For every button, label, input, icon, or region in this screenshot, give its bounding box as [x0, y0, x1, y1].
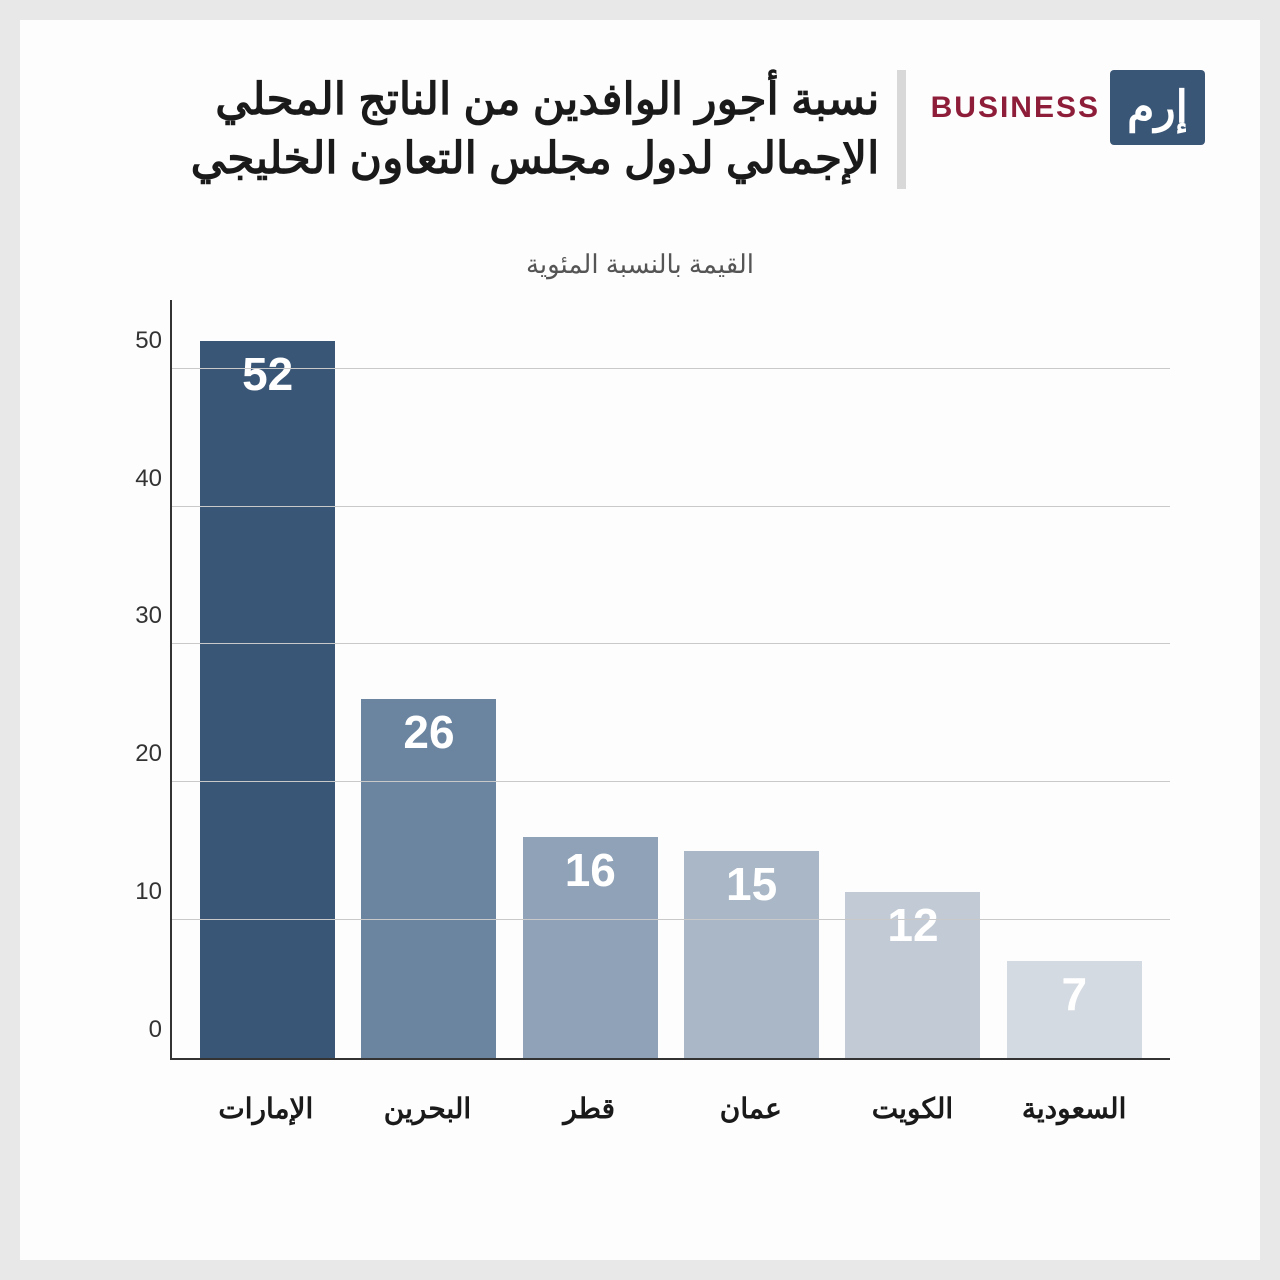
x-axis-labels: الإمارات البحرين قطر عمان الكويت السعودية [170, 1092, 1170, 1125]
grid-line [172, 643, 1170, 644]
bar: 26 [361, 699, 496, 1057]
x-axis-label: قطر [522, 1092, 657, 1125]
chart-subtitle: القيمة بالنسبة المئوية [75, 249, 1205, 280]
bars-container: 52 26 16 15 12 7 [172, 300, 1170, 1058]
bar: 12 [845, 892, 980, 1057]
plot-area: 52261615127 01020304050 [170, 300, 1170, 1060]
x-axis-label: البحرين [360, 1092, 495, 1125]
y-tick-label: 20 [117, 740, 162, 768]
y-tick-label: 30 [117, 602, 162, 630]
bar: 15 [684, 851, 819, 1058]
bar-value-label: 26 [361, 705, 496, 759]
bar: 7 [1007, 961, 1142, 1057]
title-block: نسبة أجور الوافدين من الناتج المحلي الإج… [75, 70, 906, 189]
grid-line [172, 368, 1170, 369]
grid-line [172, 919, 1170, 920]
chart-title: نسبة أجور الوافدين من الناتج المحلي الإج… [75, 70, 879, 189]
bar-value-label: 12 [845, 898, 980, 952]
y-tick-label: 40 [117, 465, 162, 493]
bar-value-label: 15 [684, 857, 819, 911]
y-tick-label: 50 [117, 327, 162, 355]
logo-business-text: BUSINESS [931, 91, 1100, 125]
bar: 52 [200, 341, 335, 1058]
y-tick-label: 10 [117, 878, 162, 906]
header: إرم BUSINESS نسبة أجور الوافدين من النات… [75, 70, 1205, 189]
brand-logo: إرم BUSINESS [931, 70, 1205, 145]
x-axis-label: السعودية [1007, 1092, 1142, 1125]
x-axis-label: الكويت [845, 1092, 980, 1125]
grid-line [172, 506, 1170, 507]
x-axis-label: عمان [683, 1092, 818, 1125]
bar-value-label: 16 [523, 843, 658, 897]
bar: 16 [523, 837, 658, 1058]
infographic-card: إرم BUSINESS نسبة أجور الوافدين من النات… [20, 20, 1260, 1260]
bar-value-label: 7 [1007, 967, 1142, 1021]
x-axis-label: الإمارات [198, 1092, 333, 1125]
y-tick-label: 0 [117, 1016, 162, 1044]
bar-value-label: 52 [200, 347, 335, 401]
title-accent-bar [897, 70, 905, 189]
logo-box: إرم [1110, 70, 1205, 145]
grid-line [172, 781, 1170, 782]
chart-area: 52 26 16 15 12 7 0 10 20 30 40 50 الإمارات البحرين ق… [100, 290, 1180, 1130]
